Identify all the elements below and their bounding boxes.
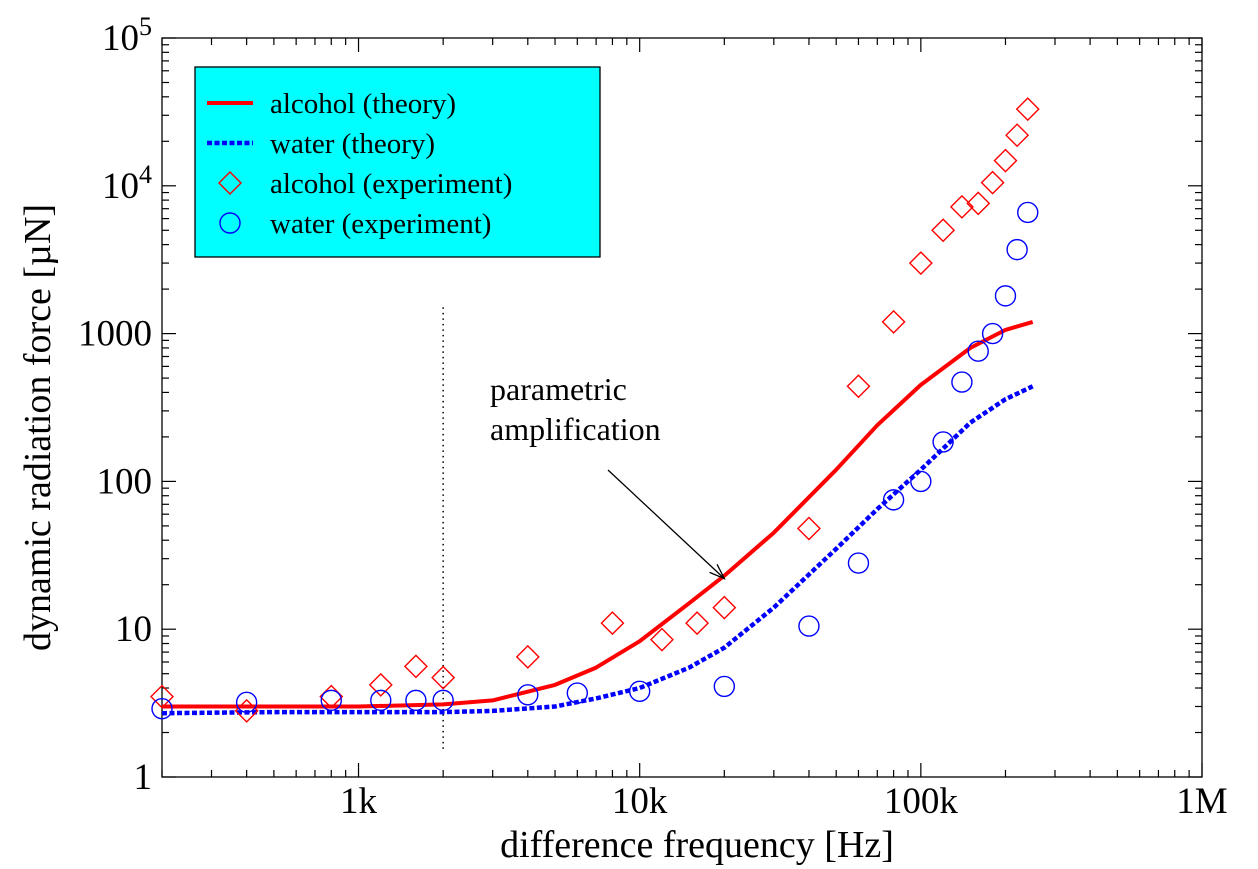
data-point-circle xyxy=(370,689,392,712)
data-point-diamond xyxy=(796,516,821,541)
data-point-circle xyxy=(967,340,989,362)
data-point-diamond xyxy=(1005,123,1030,148)
legend: alcohol (theory) water (theory) alcohol (e… xyxy=(194,66,601,258)
data-point-diamond xyxy=(431,665,456,690)
data-point-diamond xyxy=(846,374,871,399)
legend-box xyxy=(194,66,601,258)
data-point-circle xyxy=(517,684,539,706)
y-tick-label: 100 xyxy=(97,461,153,502)
data-point-circle xyxy=(994,285,1017,307)
data-point-diamond xyxy=(908,251,933,276)
data-point-circle xyxy=(1006,238,1028,261)
legend-label: water (theory) xyxy=(270,128,435,160)
data-point-diamond xyxy=(1015,97,1040,122)
data-point-diamond xyxy=(966,191,991,216)
y-tick-label: 105 xyxy=(102,12,152,59)
plot-frame xyxy=(161,37,1203,778)
data-point-circle xyxy=(566,682,589,704)
data-point-diamond xyxy=(881,309,906,334)
annotation-text: parametric xyxy=(490,371,627,407)
data-point-circle xyxy=(432,689,454,712)
data-point-diamond xyxy=(150,684,174,709)
data-point-diamond xyxy=(980,170,1005,195)
series-line-0 xyxy=(162,319,1034,709)
y-tick-label: 1000 xyxy=(78,314,152,355)
data-point-diamond xyxy=(515,644,540,669)
y-axis-title: dynamic radiation force [µN] xyxy=(17,204,59,651)
x-tick-label: 1k xyxy=(340,781,378,822)
data-point-circle xyxy=(910,470,932,493)
data-point-circle xyxy=(882,489,905,511)
legend-label: alcohol (experiment) xyxy=(270,168,512,200)
x-axis-title: difference frequency [Hz] xyxy=(500,824,894,866)
y-tick-label: 104 xyxy=(102,160,152,207)
y-tick-label-base: 10 xyxy=(102,166,139,207)
annotation-text: amplification xyxy=(490,411,661,447)
y-tick-label-base: 10 xyxy=(102,18,139,59)
legend-label: alcohol (theory) xyxy=(270,88,456,120)
y-tick-label: 10 xyxy=(115,609,152,650)
data-point-diamond xyxy=(368,672,393,697)
data-point-circle xyxy=(405,689,427,712)
data-point-diamond xyxy=(712,595,737,620)
annotation-arrow xyxy=(607,469,725,580)
data-point-circle xyxy=(320,689,342,712)
data-point-circle xyxy=(1017,201,1039,224)
y-tick-label-exponent: 4 xyxy=(139,160,152,189)
data-point-diamond xyxy=(993,148,1018,173)
data-point-diamond xyxy=(685,611,710,636)
data-point-diamond xyxy=(403,654,428,679)
y-tick-label-exponent: 5 xyxy=(139,12,152,41)
data-point-circle xyxy=(628,680,651,703)
data-point-circle xyxy=(951,371,973,393)
data-point-circle xyxy=(151,697,173,720)
data-point-circle xyxy=(932,431,954,453)
x-tick-label: 100k xyxy=(884,781,959,822)
data-point-diamond xyxy=(949,194,974,219)
data-point-diamond xyxy=(931,218,956,243)
annotation-arrowhead xyxy=(709,564,726,580)
data-point-circle xyxy=(798,615,820,637)
series-line-1 xyxy=(161,384,1034,716)
data-point-circle xyxy=(981,322,1004,345)
y-tick-label: 1 xyxy=(134,757,153,798)
data-point-diamond xyxy=(319,684,344,709)
data-point-circle xyxy=(847,552,870,574)
data-point-diamond xyxy=(234,698,259,723)
data-point-diamond xyxy=(600,611,625,636)
data-point-circle xyxy=(235,691,258,714)
legend-swatch-circle xyxy=(219,212,241,234)
legend-label: water (experiment) xyxy=(270,208,491,240)
data-point-diamond xyxy=(649,627,674,652)
legend-swatch-diamond xyxy=(218,171,242,195)
data-point-circle xyxy=(713,675,736,698)
x-tick-label: 10k xyxy=(612,781,668,822)
x-tick-label: 1M xyxy=(1176,781,1227,822)
